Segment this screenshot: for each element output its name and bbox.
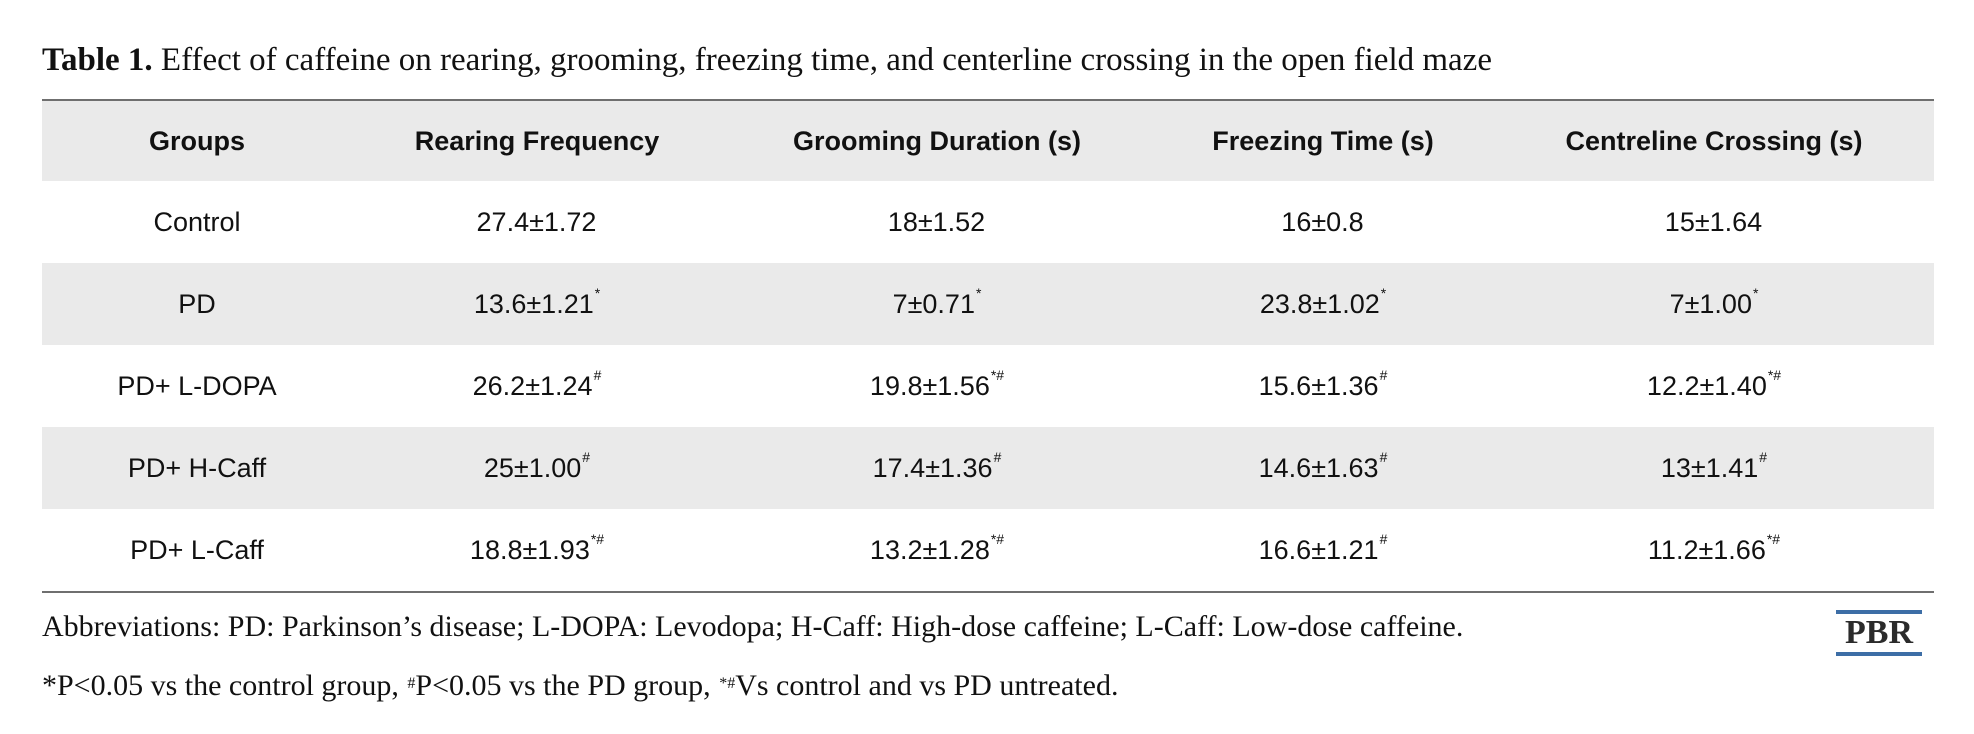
table-caption-text: Effect of caffeine on rearing, grooming,…: [152, 42, 1492, 78]
logo-bar-bottom: [1836, 652, 1922, 656]
cell-crossing: 12.2±1.40*#: [1646, 366, 1782, 401]
abbreviations-footnote: Abbreviations: PD: Parkinson’s disease; …: [42, 610, 1464, 643]
cell-group: PD: [178, 288, 216, 319]
header-rearing-frequency: Rearing Frequency: [414, 125, 660, 156]
table-top-rule: [42, 99, 1934, 101]
cell-freezing: 16±0.8: [1281, 206, 1364, 237]
cell-rearing: 26.2±1.24#: [472, 366, 602, 401]
table-row: PD+ L-Caff 18.8±1.93*# 13.2±1.28*# 16.6±…: [42, 509, 1934, 591]
cell-grooming: 18±1.52: [887, 206, 986, 237]
cell-group: Control: [153, 206, 241, 237]
cell-group: PD+ L-Caff: [130, 534, 264, 565]
cell-freezing: 23.8±1.02*: [1259, 284, 1387, 319]
cell-group: PD+ H-Caff: [127, 452, 267, 483]
cell-crossing: 7±1.00*: [1669, 284, 1759, 319]
cell-freezing: 15.6±1.36#: [1258, 366, 1388, 401]
logo-text: PBR: [1845, 614, 1913, 651]
cell-rearing: 27.4±1.72: [476, 206, 597, 237]
header-centreline-crossing: Centreline Crossing (s): [1565, 125, 1863, 156]
table-caption-label: Table 1.: [42, 42, 153, 78]
significance-footnote: *P<0.05 vs the control group, #P<0.05 vs…: [42, 669, 1119, 702]
cell-rearing: 25±1.00#: [483, 448, 591, 483]
cell-freezing: 16.6±1.21#: [1258, 530, 1388, 565]
table-row: Control 27.4±1.72 18±1.52 16±0.8 15±1.64: [42, 181, 1934, 263]
table-header-row: Groups Rearing Frequency Grooming Durati…: [42, 101, 1934, 181]
data-table: Groups Rearing Frequency Grooming Durati…: [42, 101, 1934, 591]
cell-crossing: 15±1.64: [1664, 206, 1763, 237]
cell-group: PD+ L-DOPA: [117, 370, 277, 401]
header-groups: Groups: [148, 125, 245, 156]
cell-grooming: 13.2±1.28*#: [869, 530, 1005, 565]
cell-crossing: 11.2±1.66*#: [1647, 530, 1781, 565]
cell-freezing: 14.6±1.63#: [1258, 448, 1388, 483]
table-row: PD+ H-Caff 25±1.00# 17.4±1.36# 14.6±1.63…: [42, 427, 1934, 509]
cell-grooming: 17.4±1.36#: [872, 448, 1002, 483]
cell-rearing: 18.8±1.93*#: [469, 530, 605, 565]
table-row: PD+ L-DOPA 26.2±1.24# 19.8±1.56*# 15.6±1…: [42, 345, 1934, 427]
header-freezing-time: Freezing Time (s): [1212, 125, 1434, 156]
cell-grooming: 19.8±1.56*#: [869, 366, 1005, 401]
cell-crossing: 13±1.41#: [1660, 448, 1768, 483]
table-caption: Table 1. Effect of caffeine on rearing, …: [42, 38, 1492, 82]
header-grooming-duration: Grooming Duration (s): [793, 125, 1081, 156]
logo-bar-top: [1836, 610, 1922, 614]
cell-rearing: 13.6±1.21*: [473, 284, 601, 319]
table-bottom-rule: [42, 591, 1934, 593]
data-table-container: Groups Rearing Frequency Grooming Durati…: [42, 99, 1934, 593]
table-row: PD 13.6±1.21* 7±0.71* 23.8±1.02* 7±1.00*: [42, 263, 1934, 345]
cell-grooming: 7±0.71*: [892, 284, 982, 319]
pbr-logo: PBR: [1836, 610, 1922, 658]
